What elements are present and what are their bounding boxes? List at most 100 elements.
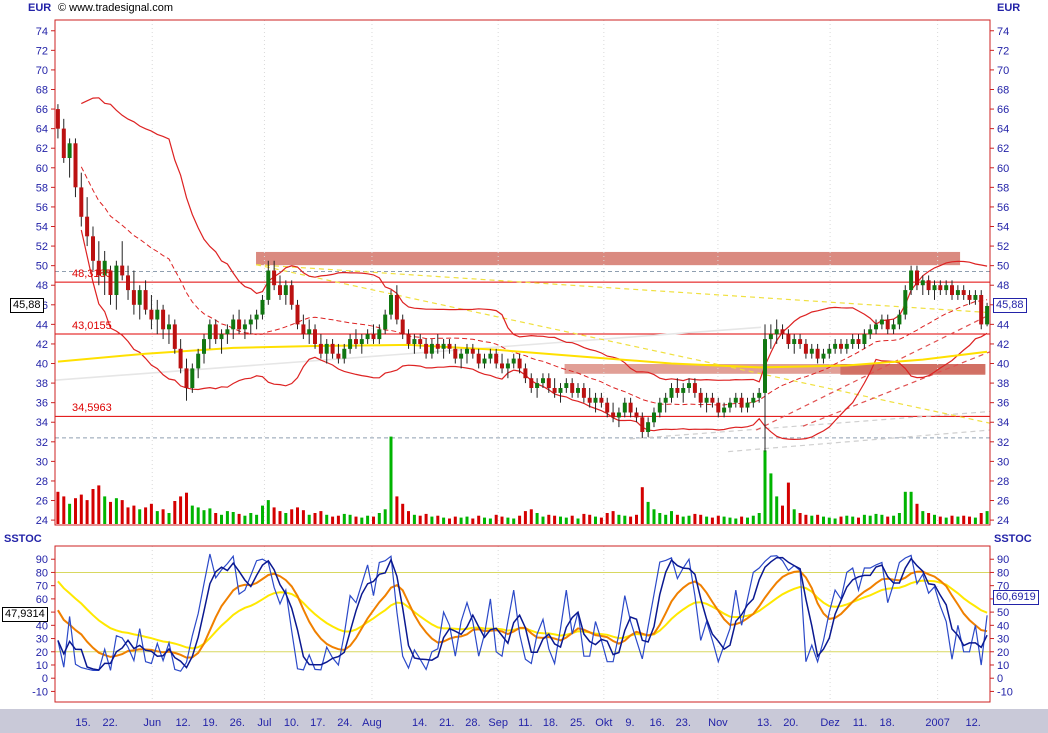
stoch-axis-tick: -10 — [32, 686, 48, 698]
resistance-level-label: 48,3185 — [72, 268, 112, 281]
date-axis-tick: 17. — [310, 717, 325, 729]
stoch-marker-right: 60,6919 — [993, 589, 1039, 605]
price-axis-tick: 44 — [36, 319, 48, 331]
price-axis-tick: 28 — [997, 476, 1009, 488]
date-axis-strip — [0, 709, 1048, 733]
stoch-axis-tick: 60 — [36, 594, 48, 606]
price-axis-tick: 68 — [997, 84, 1009, 96]
price-axis-tick: 62 — [36, 143, 48, 155]
price-axis-tick: 48 — [36, 280, 48, 292]
date-axis-tick: 10. — [284, 717, 299, 729]
yellow-moving-average — [57, 343, 988, 369]
price-axis-tick: 74 — [997, 26, 1009, 38]
price-axis-tick: 24 — [36, 515, 48, 527]
price-axis-tick: 40 — [36, 359, 48, 371]
price-axis-tick: 64 — [36, 124, 48, 136]
price-axis-tick: 42 — [997, 339, 1009, 351]
price-axis-tick: 28 — [36, 476, 48, 488]
price-axis-tick: 56 — [997, 202, 1009, 214]
date-axis-tick: 11. — [518, 717, 532, 729]
stoch-axis-tick: 20 — [997, 647, 1009, 659]
stoch-axis-tick: 10 — [36, 660, 48, 672]
price-axis-tick: 32 — [997, 437, 1009, 449]
date-axis-tick: Jul — [257, 717, 271, 729]
price-axis-tick: 58 — [997, 182, 1009, 194]
price-axis-tick: 68 — [36, 84, 48, 96]
price-axis-tick: 30 — [997, 456, 1009, 468]
stoch-axis-tick: 10 — [997, 660, 1009, 672]
price-axis-title-left: EUR — [28, 2, 52, 14]
watermark: © www.tradesignal.com — [58, 2, 174, 14]
date-axis-tick: 26. — [230, 717, 245, 729]
date-axis-labels: 15. 22. Jun 12. 19. 26. Jul 10. 17. 24. Aug 14. 21. 2… — [75, 717, 980, 729]
price-axis-tick: 42 — [36, 339, 48, 351]
price-axis-tick: 72 — [997, 45, 1009, 57]
price-axis-tick: 26 — [36, 496, 48, 508]
price-axis-tick: 54 — [36, 222, 48, 234]
price-axis-labels: 24 24 26 26 28 28 30 30 32 32 34 34 36 36 38 38 40 40 42 42… — [36, 26, 1010, 527]
price-axis-tick: 50 — [997, 261, 1009, 273]
date-axis-tick: Sep — [488, 717, 508, 729]
date-axis-tick: 28. — [465, 717, 480, 729]
date-axis-tick: Aug — [362, 717, 382, 729]
stoch-axis-tick: 30 — [997, 634, 1009, 646]
price-axis-tick: 60 — [36, 163, 48, 175]
price-axis-tick: 58 — [36, 182, 48, 194]
stoch-axis-title-left: SSTOC — [4, 533, 42, 545]
price-axis-tick: 24 — [997, 515, 1009, 527]
price-axis-tick: 64 — [997, 124, 1009, 136]
date-axis-tick: Nov — [708, 717, 728, 729]
dashed-levels — [55, 271, 990, 439]
price-axis-tick: 34 — [997, 417, 1009, 429]
support-level-label: 34,5963 — [72, 402, 112, 415]
date-axis-tick: 18. — [543, 717, 558, 729]
price-axis-tick: 70 — [36, 65, 48, 77]
date-axis-tick: 14. — [412, 717, 427, 729]
date-axis-tick: 16. — [649, 717, 664, 729]
price-axis-tick: 54 — [997, 222, 1009, 234]
stoch-axis-tick: 70 — [997, 581, 1009, 593]
date-axis-tick: Okt — [595, 717, 612, 729]
price-marker-left: 45,88 — [10, 297, 44, 313]
stoch-axis-tick: 30 — [36, 634, 48, 646]
date-axis-tick: 9. — [625, 717, 634, 729]
price-axis-tick: 32 — [36, 437, 48, 449]
price-marker-right: 45,88 — [993, 297, 1027, 313]
stoch-axis-tick: 90 — [36, 554, 48, 566]
stoch-axis-tick: 20 — [36, 647, 48, 659]
price-axis-tick: 56 — [36, 202, 48, 214]
price-axis-tick: 52 — [997, 241, 1009, 253]
date-axis-tick: 21. — [439, 717, 454, 729]
stoch-pane-frame — [54, 545, 991, 703]
price-axis-tick: 74 — [36, 26, 48, 38]
price-axis-tick: 66 — [36, 104, 48, 116]
price-axis-title-right: EUR — [997, 2, 1021, 14]
price-axis-tick: 60 — [997, 163, 1009, 175]
price-axis-tick: 36 — [997, 398, 1009, 410]
price-axis-tick: 26 — [997, 496, 1009, 508]
price-axis-tick: 66 — [997, 104, 1009, 116]
date-axis-tick: 2007 — [925, 717, 949, 729]
date-axis-tick: 12. — [175, 717, 190, 729]
stoch-level-lines — [55, 571, 990, 653]
support-resistance-lines — [55, 281, 990, 417]
price-axis-tick: 30 — [36, 456, 48, 468]
date-axis-tick: Jun — [143, 717, 161, 729]
price-axis-tick: 36 — [36, 398, 48, 410]
resistance-zones — [256, 251, 986, 375]
volume-bars — [56, 436, 989, 524]
price-axis-tick: 70 — [997, 65, 1009, 77]
stoch-axis-tick: 70 — [36, 581, 48, 593]
date-axis-tick: 11. — [853, 717, 867, 729]
stoch-axis-tick: 40 — [997, 620, 1009, 632]
stoch-marker-left: 47,9314 — [2, 606, 48, 622]
date-axis-tick: 23. — [676, 717, 691, 729]
date-axis-tick: Dez — [820, 717, 840, 729]
stoch-axis-tick: 0 — [42, 673, 48, 685]
date-axis-tick: 13. — [757, 717, 772, 729]
candlesticks — [55, 104, 990, 452]
price-axis-tick: 50 — [36, 261, 48, 273]
price-axis-tick: 52 — [36, 241, 48, 253]
